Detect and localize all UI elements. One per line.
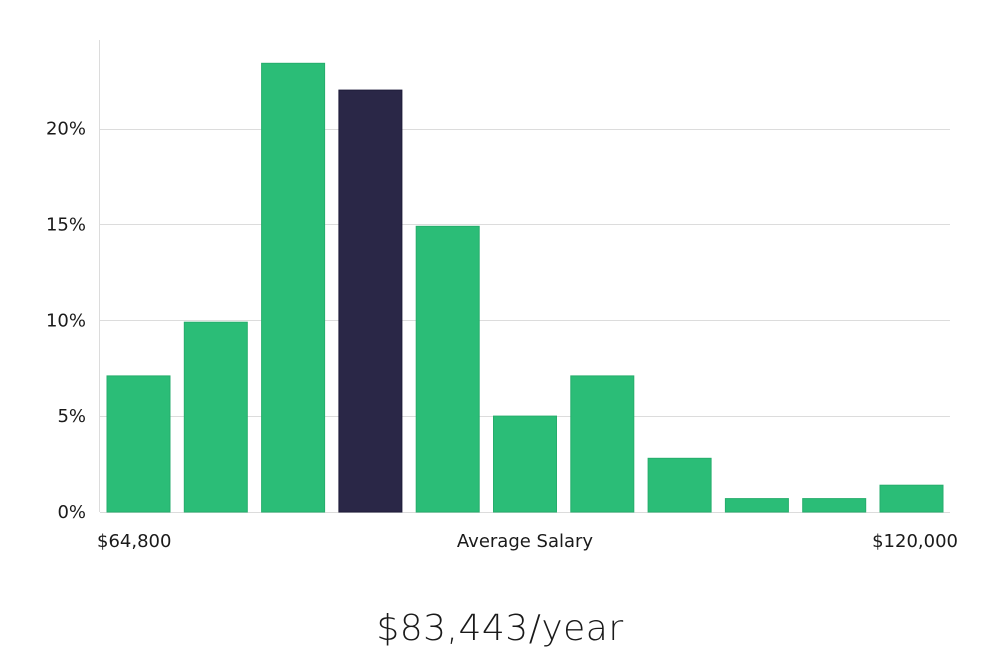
salary-bar xyxy=(261,62,326,513)
salary-bar xyxy=(415,225,480,513)
y-tick-label: 5% xyxy=(57,406,86,427)
salary-bar xyxy=(570,375,635,513)
salary-bar xyxy=(647,457,712,513)
salary-bar xyxy=(802,498,867,513)
salary-bar xyxy=(106,375,171,513)
salary-bar xyxy=(879,484,944,513)
y-tick-label: 20% xyxy=(46,119,86,140)
salary-histogram: 0% 5% 10% 15% 20% $64,800 Average Salary $12… xyxy=(46,40,958,552)
bars-group xyxy=(106,62,944,513)
x-min-label: $64,800 xyxy=(97,531,171,552)
salary-bar xyxy=(493,415,557,513)
x-axis-label: Average Salary xyxy=(457,531,594,552)
salary-bar xyxy=(724,498,789,513)
salary-bar-highlighted xyxy=(338,89,403,513)
y-tick-label: 15% xyxy=(46,214,86,235)
y-tick-labels: 0% 5% 10% 15% 20% xyxy=(46,119,86,524)
salary-bar xyxy=(183,321,248,513)
y-tick-label: 10% xyxy=(46,310,86,331)
average-salary-value: $83,443/year xyxy=(376,608,624,649)
y-tick-label: 0% xyxy=(57,502,86,523)
x-max-label: $120,000 xyxy=(872,531,958,552)
